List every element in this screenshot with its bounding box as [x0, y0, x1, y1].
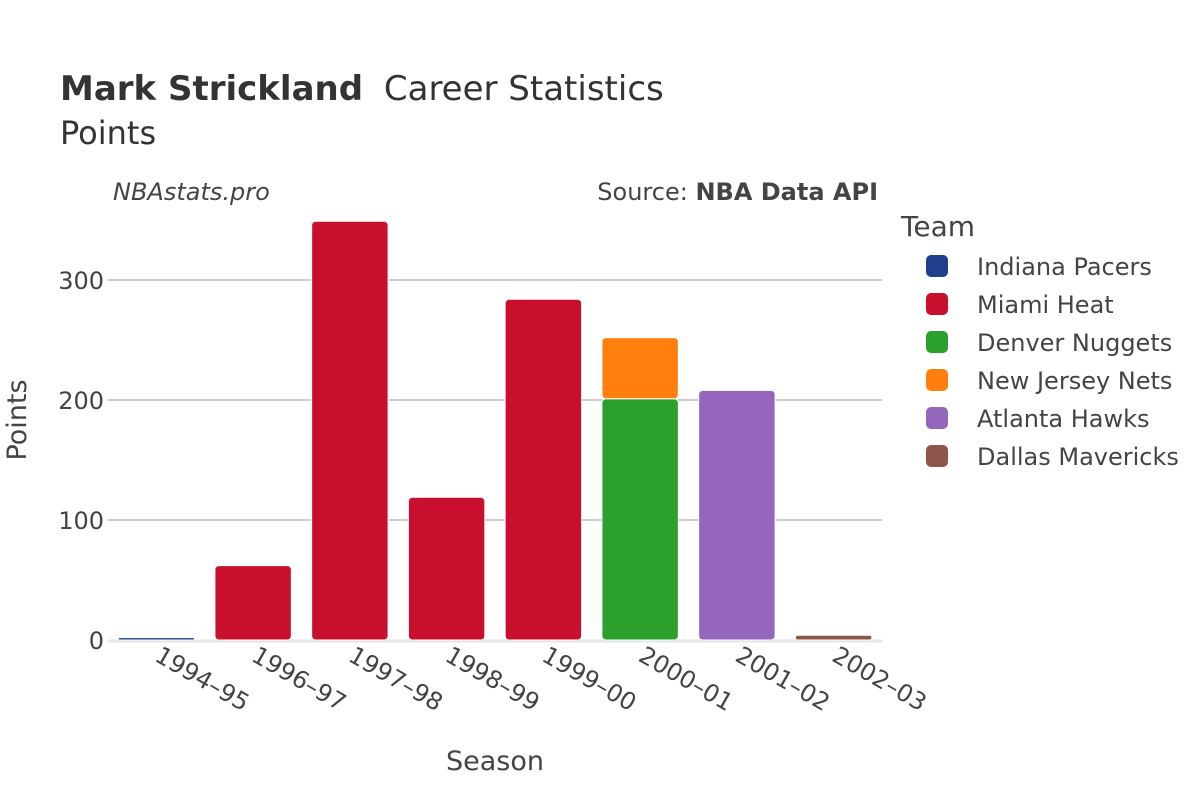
y-axis-title: Points: [2, 379, 33, 460]
chart-title-name: Mark Strickland: [60, 69, 363, 109]
x-tick-label: 1996–97: [247, 641, 351, 717]
legend-item: New Jersey Nets: [926, 367, 1172, 395]
y-tick-label: 200: [58, 387, 104, 415]
chart-subtitle: Points: [60, 114, 156, 152]
bar: [214, 565, 292, 641]
legend-swatch: [926, 293, 948, 315]
bar: [407, 496, 486, 641]
source-label: Source: NBA Data API: [597, 178, 878, 206]
legend-item: Miami Heat: [926, 291, 1114, 319]
y-tick-label: 100: [58, 507, 104, 535]
legend-item: Dallas Mavericks: [926, 443, 1179, 471]
x-tick-label: 2002–03: [828, 641, 932, 717]
legend-swatch: [926, 407, 948, 429]
bar: [504, 298, 583, 641]
bar: [311, 220, 389, 641]
x-axis-title: Season: [446, 746, 544, 777]
bar: [601, 337, 679, 400]
y-tick-label: 300: [58, 267, 104, 295]
legend-label: New Jersey Nets: [977, 367, 1172, 395]
x-tick-label: 2001–02: [731, 641, 835, 717]
legend-swatch: [926, 445, 948, 467]
legend-item: Atlanta Hawks: [926, 405, 1150, 433]
x-tick-label: 1999–00: [537, 641, 641, 717]
x-tick-labels: 1994–951996–971997–981998–991999–002000–…: [150, 641, 931, 717]
x-tick-label: 1994–95: [150, 641, 254, 717]
watermark: NBAstats.pro: [113, 178, 270, 206]
bar: [698, 389, 776, 641]
bar: [601, 398, 679, 641]
legend-label: Atlanta Hawks: [977, 405, 1150, 433]
legend-swatch: [926, 369, 948, 391]
legend: Indiana Pacers Miami Heat Denver Nuggets Ne…: [926, 253, 1179, 471]
y-tick-labels: 0 100 200 300: [58, 267, 104, 655]
bar: [117, 637, 196, 641]
legend-label: Dallas Mavericks: [977, 443, 1179, 471]
legend-item: Denver Nuggets: [926, 329, 1172, 357]
source-name: NBA Data API: [695, 178, 878, 206]
legend-label: Denver Nuggets: [977, 329, 1172, 357]
x-tick-label: 2000–01: [634, 641, 738, 717]
chart-title: Mark Strickland Career Statistics: [60, 69, 664, 109]
source-prefix: Source:: [597, 178, 695, 206]
legend-item: Indiana Pacers: [926, 253, 1152, 281]
bars: [117, 220, 873, 641]
legend-title: Team: [900, 210, 975, 243]
bar: [794, 634, 873, 641]
legend-label: Miami Heat: [977, 291, 1114, 319]
x-tick-label: 1998–99: [441, 641, 545, 717]
legend-swatch: [926, 331, 948, 353]
legend-swatch: [926, 255, 948, 277]
legend-label: Indiana Pacers: [977, 253, 1152, 281]
x-tick-label: 1997–98: [344, 641, 448, 717]
chart-title-rest: Career Statistics: [384, 69, 664, 109]
y-tick-label: 0: [89, 627, 104, 655]
